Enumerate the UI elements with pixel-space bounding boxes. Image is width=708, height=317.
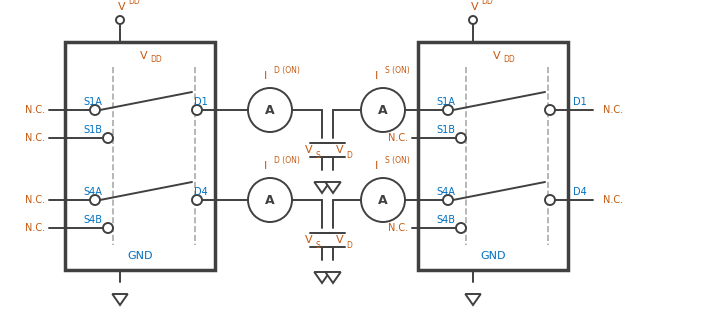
Text: V: V [471, 2, 479, 12]
Circle shape [456, 133, 466, 143]
Circle shape [192, 105, 202, 115]
Text: I: I [264, 71, 267, 81]
Circle shape [103, 133, 113, 143]
Bar [65, 42, 215, 270]
Polygon shape [113, 294, 127, 305]
Text: V: V [336, 235, 343, 245]
Text: S4A: S4A [83, 187, 102, 197]
Text: D1: D1 [573, 97, 587, 107]
Text: D: D [346, 242, 352, 250]
Text: I: I [375, 71, 378, 81]
Text: S: S [315, 242, 320, 250]
Circle shape [248, 88, 292, 132]
Text: D4: D4 [573, 187, 587, 197]
Text: S4A: S4A [436, 187, 455, 197]
Text: DD: DD [481, 0, 493, 7]
Text: S1A: S1A [436, 97, 455, 107]
Text: D (ON): D (ON) [274, 157, 300, 165]
Text: GND: GND [480, 251, 506, 261]
Polygon shape [325, 272, 341, 283]
Circle shape [103, 223, 113, 233]
Text: A: A [266, 193, 275, 206]
Circle shape [192, 195, 202, 205]
Text: S4B: S4B [83, 215, 102, 225]
Text: D (ON): D (ON) [274, 67, 300, 75]
Text: N.C.: N.C. [388, 223, 408, 233]
Text: N.C.: N.C. [25, 223, 45, 233]
Text: DD: DD [128, 0, 139, 7]
Text: N.C.: N.C. [603, 195, 623, 205]
Text: S1B: S1B [83, 125, 102, 135]
Text: V: V [305, 145, 313, 155]
Circle shape [545, 105, 555, 115]
Text: S1B: S1B [436, 125, 455, 135]
Text: DD: DD [150, 55, 161, 64]
Text: N.C.: N.C. [388, 133, 408, 143]
Circle shape [456, 223, 466, 233]
Circle shape [90, 195, 100, 205]
Circle shape [443, 195, 453, 205]
Polygon shape [314, 272, 330, 283]
Circle shape [469, 16, 477, 24]
Text: DD: DD [503, 55, 515, 64]
Circle shape [116, 16, 124, 24]
Text: I: I [375, 161, 378, 171]
Text: N.C.: N.C. [25, 133, 45, 143]
Circle shape [443, 105, 453, 115]
Circle shape [90, 105, 100, 115]
Text: S1A: S1A [83, 97, 102, 107]
Polygon shape [325, 182, 341, 193]
Text: GND: GND [127, 251, 153, 261]
Text: D1: D1 [194, 97, 208, 107]
Text: V: V [118, 2, 125, 12]
Text: V: V [336, 145, 343, 155]
Text: S (ON): S (ON) [385, 157, 410, 165]
Circle shape [545, 195, 555, 205]
Text: V: V [493, 51, 501, 61]
Text: D4: D4 [194, 187, 208, 197]
Circle shape [248, 178, 292, 222]
Text: S4B: S4B [436, 215, 455, 225]
Text: V: V [305, 235, 313, 245]
Text: N.C.: N.C. [603, 105, 623, 115]
Circle shape [361, 178, 405, 222]
Text: S (ON): S (ON) [385, 67, 410, 75]
Polygon shape [314, 182, 330, 193]
Text: A: A [378, 103, 388, 117]
Text: A: A [378, 193, 388, 206]
Text: S: S [315, 152, 320, 160]
Text: D: D [346, 152, 352, 160]
Text: I: I [264, 161, 267, 171]
Bar [418, 42, 568, 270]
Text: N.C.: N.C. [25, 195, 45, 205]
Text: N.C.: N.C. [25, 105, 45, 115]
Polygon shape [465, 294, 481, 305]
Circle shape [361, 88, 405, 132]
Text: A: A [266, 103, 275, 117]
Text: V: V [140, 51, 148, 61]
